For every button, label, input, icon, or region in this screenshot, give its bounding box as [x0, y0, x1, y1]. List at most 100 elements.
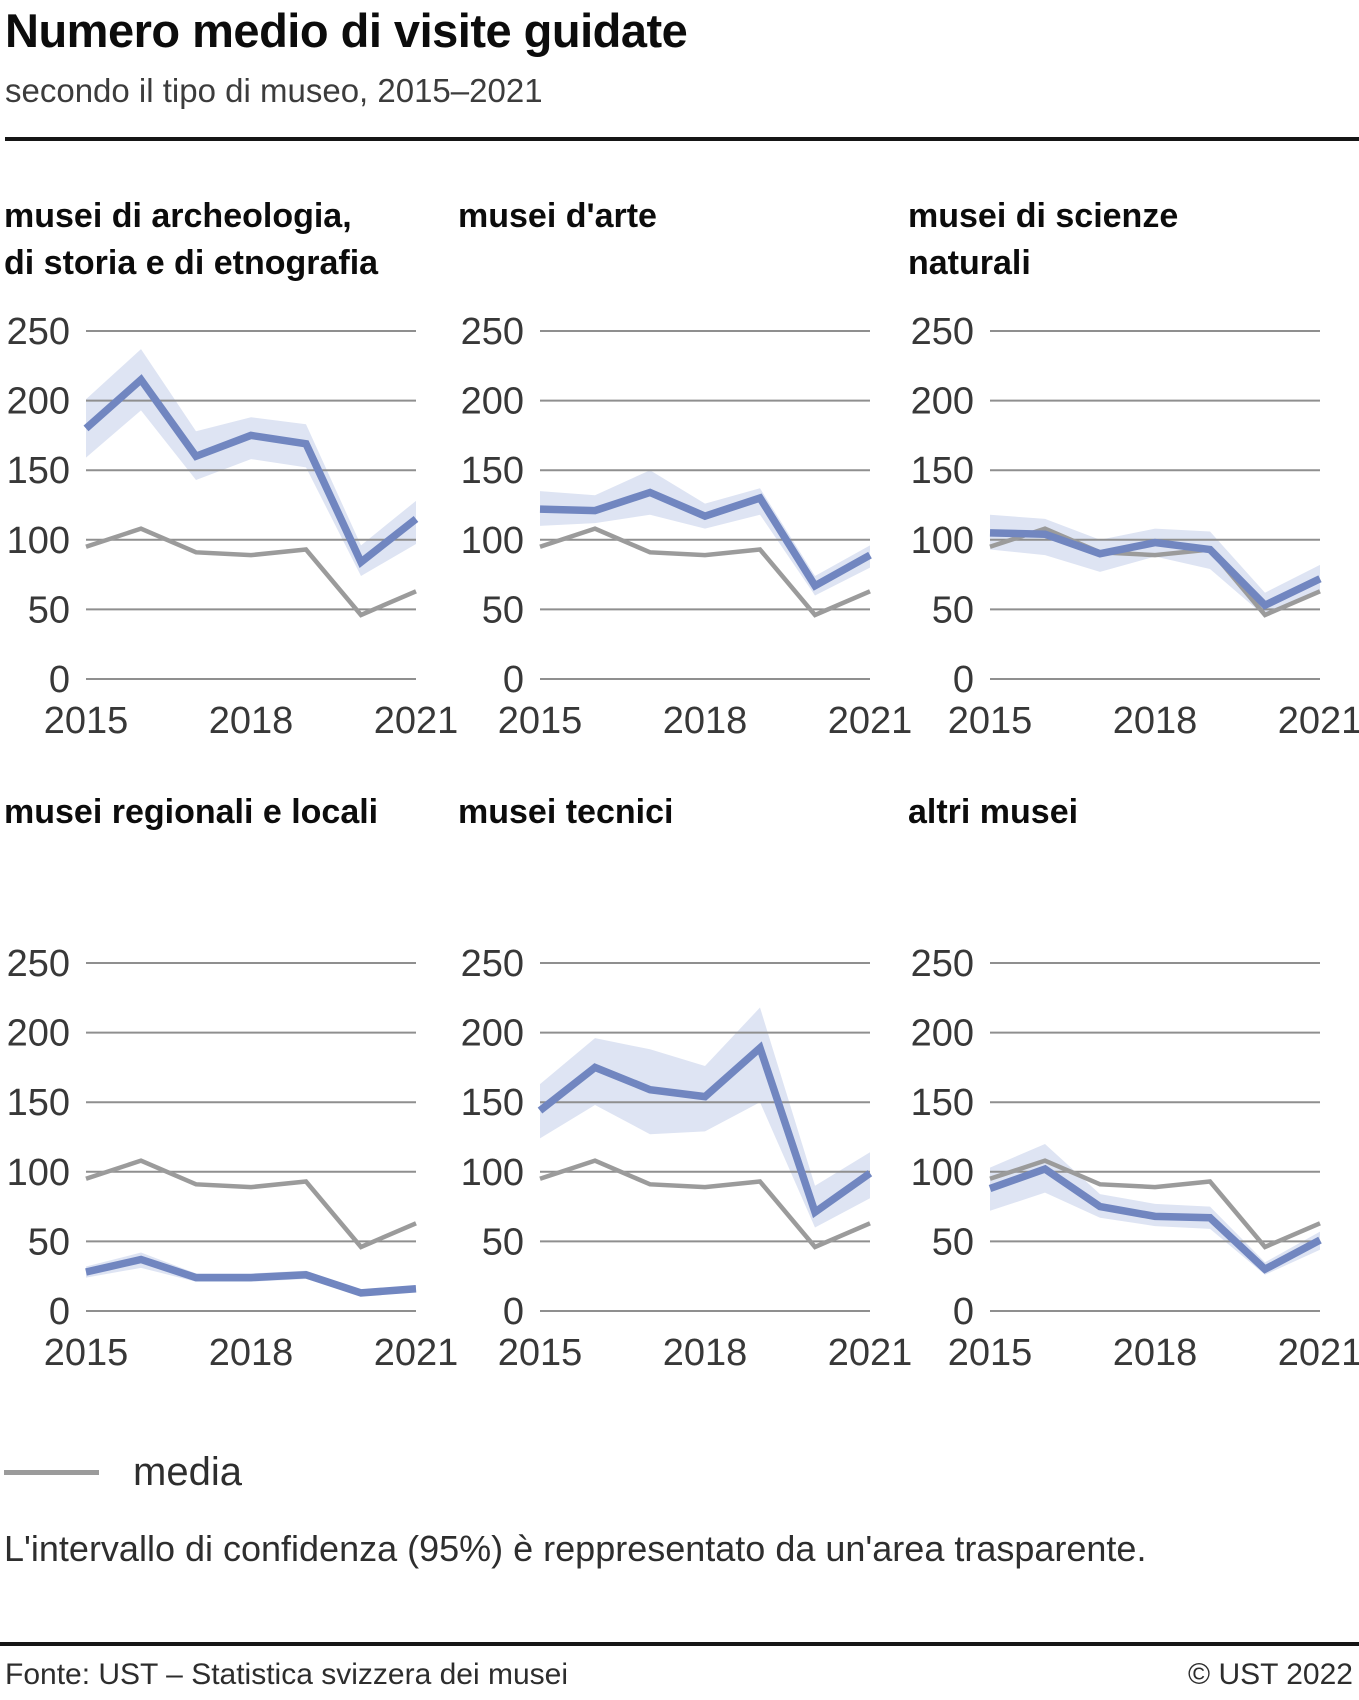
chart-title-line: musei di scienze — [908, 196, 1179, 235]
chart-title-line: naturali — [908, 243, 1031, 282]
confidence-interval-note: L'intervallo di confidenza (95%) è reppr… — [4, 1527, 1147, 1569]
gridlines-and-yticks: 0 50 100 150 200 250 — [7, 943, 416, 1333]
x-tick-label: 2021 — [374, 1332, 459, 1374]
y-tick-label: 0 — [953, 659, 974, 701]
chart-plot-3: 0 50 100 150 200 250 2015 2018 2021 — [911, 311, 1359, 742]
y-tick-label: 50 — [932, 589, 974, 631]
y-tick-label: 100 — [911, 519, 974, 561]
x-tick-label: 2018 — [663, 700, 748, 742]
y-tick-label: 100 — [461, 519, 524, 561]
media-line — [989, 525, 1321, 618]
chart-plot-2: 0 50 100 150 200 250 2015 2018 2021 — [461, 311, 913, 742]
y-tick-label: 150 — [7, 450, 70, 492]
chart-title-line: musei regionali e locali — [4, 792, 379, 831]
charts-grid: musei di archeologia, di storia e di etno… — [0, 193, 1359, 1393]
y-tick-label: 100 — [461, 1151, 524, 1193]
chart-title-line: altri musei — [908, 792, 1079, 831]
x-tick-label: 2018 — [209, 1332, 294, 1374]
y-tick-label: 150 — [7, 1082, 70, 1124]
y-tick-label: 50 — [482, 1221, 524, 1263]
x-tick-label: 2021 — [374, 700, 459, 742]
gridlines-and-yticks: 0 50 100 150 200 250 — [461, 311, 870, 701]
chart-title: musei di archeologia, di storia e di etno… — [4, 193, 440, 301]
y-tick-label: 100 — [7, 519, 70, 561]
chart-title: musei regionali e locali — [4, 789, 440, 933]
series-line — [539, 488, 872, 591]
media-line — [539, 525, 871, 618]
series-line — [83, 373, 419, 568]
y-tick-label: 150 — [461, 1082, 524, 1124]
x-tick-label: 2021 — [1278, 700, 1359, 742]
copyright-text: © UST 2022 — [1188, 1658, 1353, 1691]
chart-cell-5: musei tecnici 0 50 100 150 200 250 2015 2018 2021 — [440, 789, 912, 1393]
gridlines-and-yticks: 0 50 100 150 200 250 — [911, 943, 1320, 1333]
y-tick-label: 0 — [503, 659, 524, 701]
y-tick-label: 200 — [461, 380, 524, 422]
chart-title: musei di scienze naturali — [908, 193, 1359, 301]
y-tick-label: 0 — [503, 1291, 524, 1333]
x-axis-labels: 2015 2018 2021 — [498, 1332, 913, 1374]
series-line — [537, 1040, 873, 1218]
y-tick-label: 200 — [7, 380, 70, 422]
media-line — [539, 1157, 871, 1250]
series-line — [85, 1255, 417, 1297]
chart-cell-1: musei di archeologia, di storia e di etno… — [0, 193, 459, 761]
series-line — [989, 528, 1322, 610]
chart-plot-1: 0 50 100 150 200 250 2015 2018 2021 — [7, 311, 459, 742]
legend-media-label: media — [133, 1450, 242, 1495]
y-tick-label: 200 — [7, 1012, 70, 1054]
y-tick-label: 0 — [49, 659, 70, 701]
series-line — [988, 1164, 1322, 1274]
y-tick-label: 200 — [911, 380, 974, 422]
x-axis-labels: 2015 2018 2021 — [498, 700, 913, 742]
x-tick-label: 2015 — [948, 700, 1033, 742]
x-tick-label: 2018 — [209, 700, 294, 742]
chart-title-line: musei di archeologia, — [4, 196, 352, 235]
x-tick-label: 2018 — [1113, 1332, 1198, 1374]
y-tick-label: 0 — [49, 1291, 70, 1333]
y-tick-label: 100 — [7, 1151, 70, 1193]
x-tick-label: 2021 — [1278, 1332, 1359, 1374]
y-tick-label: 50 — [28, 1221, 70, 1263]
y-tick-label: 150 — [461, 450, 524, 492]
footer-divider — [0, 1642, 1359, 1646]
chart-plot-6: 0 50 100 150 200 250 2015 2018 2021 — [911, 943, 1359, 1374]
x-axis-labels: 2015 2018 2021 — [948, 1332, 1359, 1374]
gridlines-and-yticks: 0 50 100 150 200 250 — [911, 311, 1320, 701]
y-tick-label: 250 — [7, 943, 70, 985]
chart-title: musei tecnici — [458, 789, 890, 933]
x-axis-labels: 2015 2018 2021 — [948, 700, 1359, 742]
y-tick-label: 200 — [911, 1012, 974, 1054]
chart-cell-3: musei di scienze naturali 0 50 100 150 200 250 2… — [890, 193, 1359, 761]
y-tick-label: 0 — [953, 1291, 974, 1333]
x-tick-label: 2015 — [498, 700, 583, 742]
media-line — [85, 1157, 417, 1250]
y-tick-label: 250 — [461, 943, 524, 985]
y-tick-label: 200 — [461, 1012, 524, 1054]
x-tick-label: 2015 — [44, 1332, 129, 1374]
header-divider — [5, 136, 1359, 141]
chart-title: altri musei — [908, 789, 1359, 933]
y-tick-label: 50 — [932, 1221, 974, 1263]
y-tick-label: 50 — [28, 589, 70, 631]
chart-cell-6: altri musei 0 50 100 150 200 250 2015 2018 2021 — [890, 789, 1359, 1393]
x-tick-label: 2021 — [828, 700, 913, 742]
legend: media — [0, 1450, 1359, 1495]
page-subtitle: secondo il tipo di museo, 2015–2021 — [5, 72, 543, 110]
chart-title-line: di storia e di etnografia — [4, 243, 379, 282]
x-tick-label: 2015 — [44, 700, 129, 742]
x-tick-label: 2015 — [948, 1332, 1033, 1374]
y-tick-label: 150 — [911, 1082, 974, 1124]
gridlines-and-yticks: 0 50 100 150 200 250 — [461, 943, 870, 1333]
page-footer: Fonte: UST – Statistica svizzera dei mus… — [0, 1642, 1359, 1700]
ci-band — [86, 348, 416, 576]
page-header: Numero medio di visite guidate secondo i… — [0, 6, 1359, 141]
chart-cell-2: musei d'arte 0 50 100 150 200 250 2015 2018 2021 — [440, 193, 912, 761]
x-tick-label: 2018 — [1113, 700, 1198, 742]
y-tick-label: 250 — [911, 311, 974, 353]
media-line — [989, 1157, 1321, 1250]
y-tick-label: 250 — [7, 311, 70, 353]
media-line — [85, 525, 417, 618]
source-text: Fonte: UST – Statistica svizzera dei mus… — [5, 1658, 568, 1691]
y-tick-label: 250 — [911, 943, 974, 985]
